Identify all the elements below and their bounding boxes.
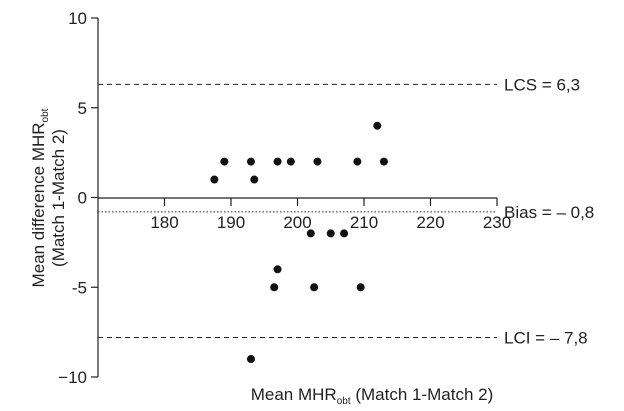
data-point [306, 229, 315, 238]
data-point [286, 157, 295, 166]
reference-label-2: LCI = – 7,8 [504, 329, 588, 348]
data-point [326, 229, 335, 238]
x-axis-title: Mean MHRobt (Match 1-Match 2) [251, 385, 494, 407]
axes [97, 18, 497, 377]
data-point [270, 283, 279, 292]
data-point [246, 355, 255, 364]
y-tick-label: -5 [72, 278, 87, 297]
data-point [210, 175, 219, 184]
data-point [353, 157, 362, 166]
y-tick-label: 5 [78, 99, 87, 118]
y-axis-title: Mean difference MHRobt (Match 1-Match 2) [29, 108, 68, 287]
y-axis-title-line2: (Match 1-Match 2) [49, 129, 68, 267]
x-axis-title-suffix: (Match 1-Match 2) [351, 385, 494, 404]
x-axis-title-subscript: obt [337, 396, 351, 407]
reference-label-0: LCS = 6,3 [504, 75, 580, 94]
reference-lines [98, 83, 497, 339]
reference-labels: LCS = 6,3 Bias = – 0,8 LCI = – 7,8 [504, 75, 594, 347]
data-point [373, 121, 382, 130]
data-point [220, 157, 229, 166]
x-tick-label: 230 [483, 213, 511, 232]
data-point [313, 157, 322, 166]
data-point [250, 175, 259, 184]
x-tick-label: 220 [416, 213, 444, 232]
x-tick-label: 200 [283, 213, 311, 232]
data-point [273, 157, 282, 166]
data-point [310, 283, 319, 292]
y-tick-label: 0 [78, 189, 87, 208]
data-point [246, 157, 255, 166]
y-axis-title-subscript: obt [40, 108, 51, 122]
x-tick-label: 210 [350, 213, 378, 232]
y-ticks: 10 5 0 -5 −10 [58, 9, 98, 387]
x-tick-label: 190 [217, 213, 245, 232]
x-axis-title-main: Mean MHR [251, 385, 337, 404]
x-ticks: 180 190 200 210 220 230 [150, 198, 511, 232]
data-point [340, 229, 349, 238]
data-point [356, 283, 365, 292]
data-points [210, 121, 388, 364]
reference-label-1: Bias = – 0,8 [504, 203, 594, 222]
y-tick-label: 10 [68, 9, 87, 28]
y-tick-label: −10 [58, 368, 87, 387]
y-axis-title-main: Mean difference MHR [29, 122, 48, 287]
y-axis-title-line1: Mean difference MHRobt [29, 108, 51, 287]
data-point [379, 157, 388, 166]
data-point [273, 265, 282, 274]
x-tick-label: 180 [150, 213, 178, 232]
